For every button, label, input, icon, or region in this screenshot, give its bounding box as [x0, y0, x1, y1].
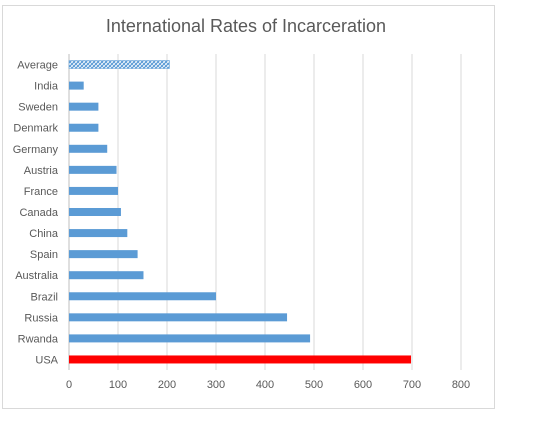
category-labels: Average India Sweden Denmark Germany Austria F… [13, 60, 59, 367]
bar-usa [69, 355, 412, 364]
category-label: Rwanda [18, 333, 59, 345]
bar-denmark [69, 123, 99, 132]
bar-france [69, 186, 118, 195]
category-label: Australia [15, 270, 59, 282]
x-tick-label: 400 [256, 379, 274, 391]
bar-sweden [69, 102, 99, 111]
bar-spain [69, 250, 138, 259]
x-tick-label: 800 [452, 379, 470, 391]
category-label: China [29, 228, 59, 240]
bar-average [68, 60, 170, 69]
x-tick-label: 0 [66, 379, 72, 391]
bar-brazil [69, 292, 216, 301]
bar-china [69, 229, 128, 238]
category-label: Average [17, 60, 58, 72]
category-label: Denmark [13, 123, 58, 135]
category-label: Austria [24, 165, 59, 177]
category-label: Germany [13, 144, 59, 156]
x-tick-label: 100 [109, 379, 127, 391]
category-label: Canada [19, 207, 58, 219]
bar-rwanda [69, 334, 311, 343]
category-label: Sweden [18, 102, 58, 114]
bar-germany [69, 144, 108, 153]
chart-title: International Rates of Incarceration [106, 16, 386, 36]
bar-india [69, 81, 84, 90]
category-label: India [34, 81, 59, 93]
category-label: Russia [24, 312, 59, 324]
bar-canada [69, 208, 121, 216]
bar-austria [69, 165, 117, 174]
category-label: Brazil [30, 291, 58, 303]
x-tick-label: 500 [305, 379, 323, 391]
x-tick-label: 700 [403, 379, 421, 391]
bars [68, 60, 412, 364]
category-label: France [24, 186, 58, 198]
x-tick-label: 600 [354, 379, 372, 391]
bar-australia [69, 271, 144, 280]
x-tick-label: 300 [207, 379, 225, 391]
x-tick-label: 200 [158, 379, 176, 391]
bar-russia [69, 313, 288, 322]
category-label: Spain [30, 249, 58, 261]
x-tick-labels: 0 100 200 300 400 500 600 700 800 [66, 379, 470, 391]
category-label: USA [35, 354, 58, 366]
